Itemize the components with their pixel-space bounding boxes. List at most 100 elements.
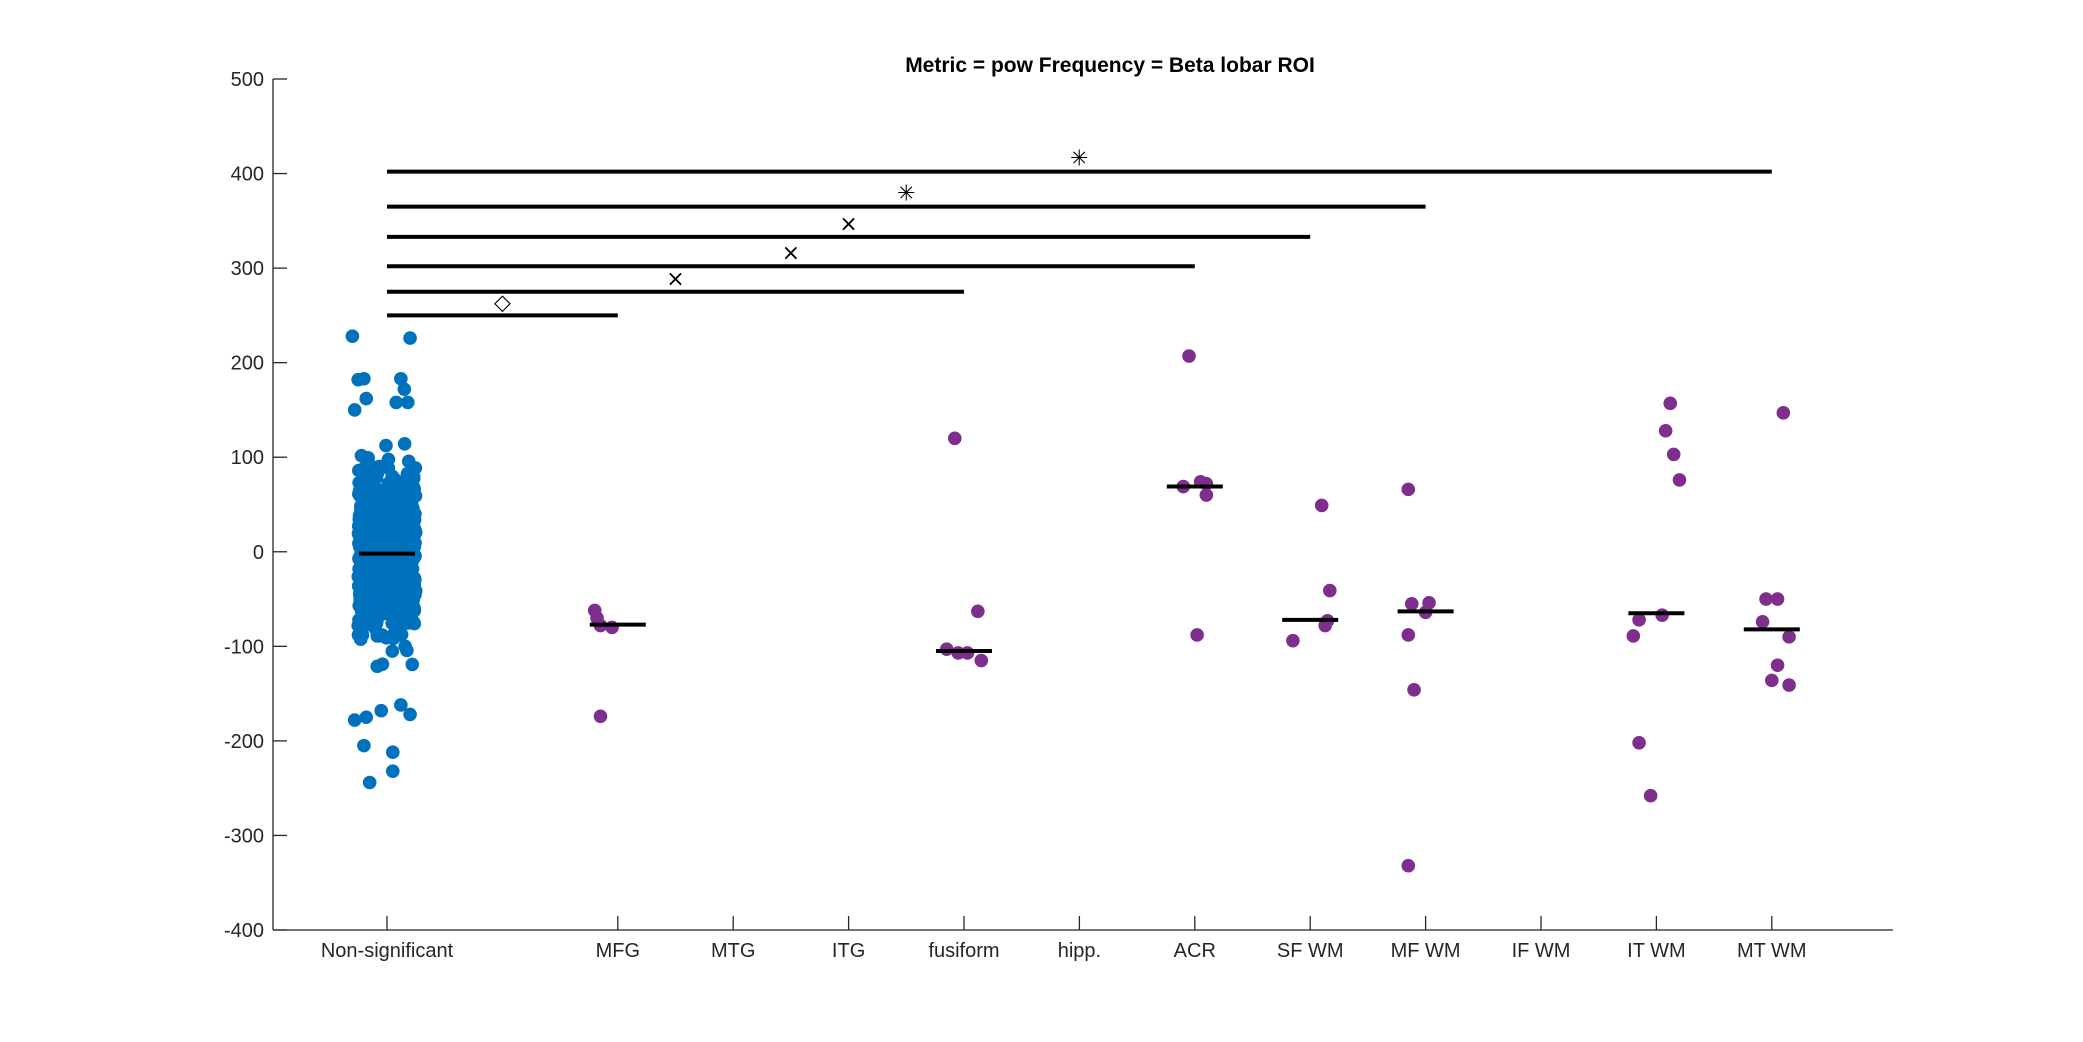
median-lines <box>359 484 1800 654</box>
data-point <box>352 512 367 527</box>
data-point <box>362 775 377 790</box>
data-point <box>1401 858 1416 873</box>
data-point <box>374 703 389 718</box>
data-point <box>974 653 989 668</box>
data-point <box>406 614 420 628</box>
data-point <box>370 659 385 674</box>
significance-marker: ✳ <box>897 182 915 207</box>
data-point <box>403 331 417 345</box>
data-point <box>351 579 366 593</box>
data-point <box>1755 614 1770 629</box>
x-tick-label: MF WM <box>1391 940 1461 962</box>
data-point <box>392 573 407 588</box>
data-point <box>357 589 372 604</box>
axes: -400 -300 -200 -100 0 100 200 300 400 500 Non-sign… <box>224 69 1893 962</box>
data-point <box>1401 482 1416 497</box>
data-point <box>403 707 417 722</box>
x-tick-label: SF WM <box>1277 940 1344 962</box>
data-points <box>345 329 1796 873</box>
data-point <box>1286 633 1300 648</box>
data-point <box>1314 498 1329 513</box>
data-point <box>397 436 412 451</box>
x-tick-label: ITG <box>832 940 865 962</box>
data-point <box>1770 658 1785 673</box>
data-point <box>1643 788 1658 803</box>
y-tick-label: 0 <box>253 542 264 564</box>
data-point <box>971 604 985 619</box>
significance-bars: ◇ × × × ✳ ✳ <box>387 147 1772 318</box>
x-tick-label: Non-significant <box>321 940 454 962</box>
data-point <box>345 329 360 343</box>
data-point <box>380 606 394 621</box>
significance-marker: ✳ <box>1070 147 1088 172</box>
data-point <box>351 487 366 501</box>
data-point <box>1776 405 1791 420</box>
data-point <box>347 403 362 417</box>
y-tick-label: 400 <box>231 164 264 186</box>
x-tick-label: MFG <box>596 940 640 962</box>
data-point <box>351 372 365 387</box>
data-point <box>367 498 382 513</box>
data-point <box>947 431 962 446</box>
data-point <box>1190 628 1204 642</box>
data-point <box>1407 683 1421 697</box>
data-point <box>400 395 415 410</box>
data-point <box>373 569 387 583</box>
x-tick-label: MT WM <box>1737 940 1807 962</box>
data-point <box>1404 596 1419 611</box>
data-point <box>1765 673 1779 688</box>
y-tick-label: 300 <box>231 258 264 280</box>
data-point <box>1626 629 1641 643</box>
data-point <box>397 382 412 396</box>
data-point <box>1666 447 1681 462</box>
y-tick-label: -200 <box>224 731 264 753</box>
data-point <box>1199 488 1214 502</box>
data-point <box>391 590 405 605</box>
significance-marker: × <box>666 267 684 292</box>
data-point <box>1182 349 1196 363</box>
x-tick-label: MTG <box>711 940 755 962</box>
data-point <box>405 657 420 672</box>
data-point <box>1632 735 1646 750</box>
data-point <box>382 528 397 542</box>
data-point <box>358 604 373 619</box>
data-point <box>357 738 371 753</box>
data-point <box>1782 678 1796 692</box>
data-point <box>389 485 404 499</box>
significance-marker: ◇ <box>494 290 511 315</box>
data-point <box>367 483 382 498</box>
y-tick-label: -400 <box>224 920 264 942</box>
data-point <box>1770 592 1785 606</box>
data-point <box>1323 583 1337 598</box>
data-point <box>381 452 396 467</box>
data-point <box>385 644 400 658</box>
data-point <box>354 448 369 463</box>
x-tick-label: IT WM <box>1627 940 1686 962</box>
data-point <box>351 628 366 642</box>
data-point <box>406 599 421 614</box>
significance-marker: × <box>782 241 800 266</box>
data-point <box>1663 396 1678 411</box>
data-point <box>1401 628 1416 642</box>
data-point <box>370 512 385 526</box>
data-point <box>379 438 393 453</box>
data-point <box>1632 613 1646 627</box>
data-point <box>402 563 417 577</box>
data-point <box>395 539 410 554</box>
data-point <box>359 391 374 406</box>
data-point <box>363 467 378 481</box>
chart-title: Metric = pow Frequency = Beta lobar ROI <box>905 54 1315 77</box>
x-tick-label: fusiform <box>928 940 999 962</box>
data-point <box>1672 473 1687 487</box>
data-point <box>1318 618 1333 633</box>
data-point <box>387 506 402 520</box>
data-point <box>394 698 408 712</box>
data-point <box>1759 592 1773 606</box>
data-point <box>359 527 374 542</box>
y-tick-label: 200 <box>231 353 264 375</box>
data-point <box>394 371 408 386</box>
data-point <box>407 482 422 496</box>
y-tick-label: 100 <box>231 447 264 469</box>
data-point <box>359 553 373 567</box>
x-tick-label: IF WM <box>1512 940 1571 962</box>
